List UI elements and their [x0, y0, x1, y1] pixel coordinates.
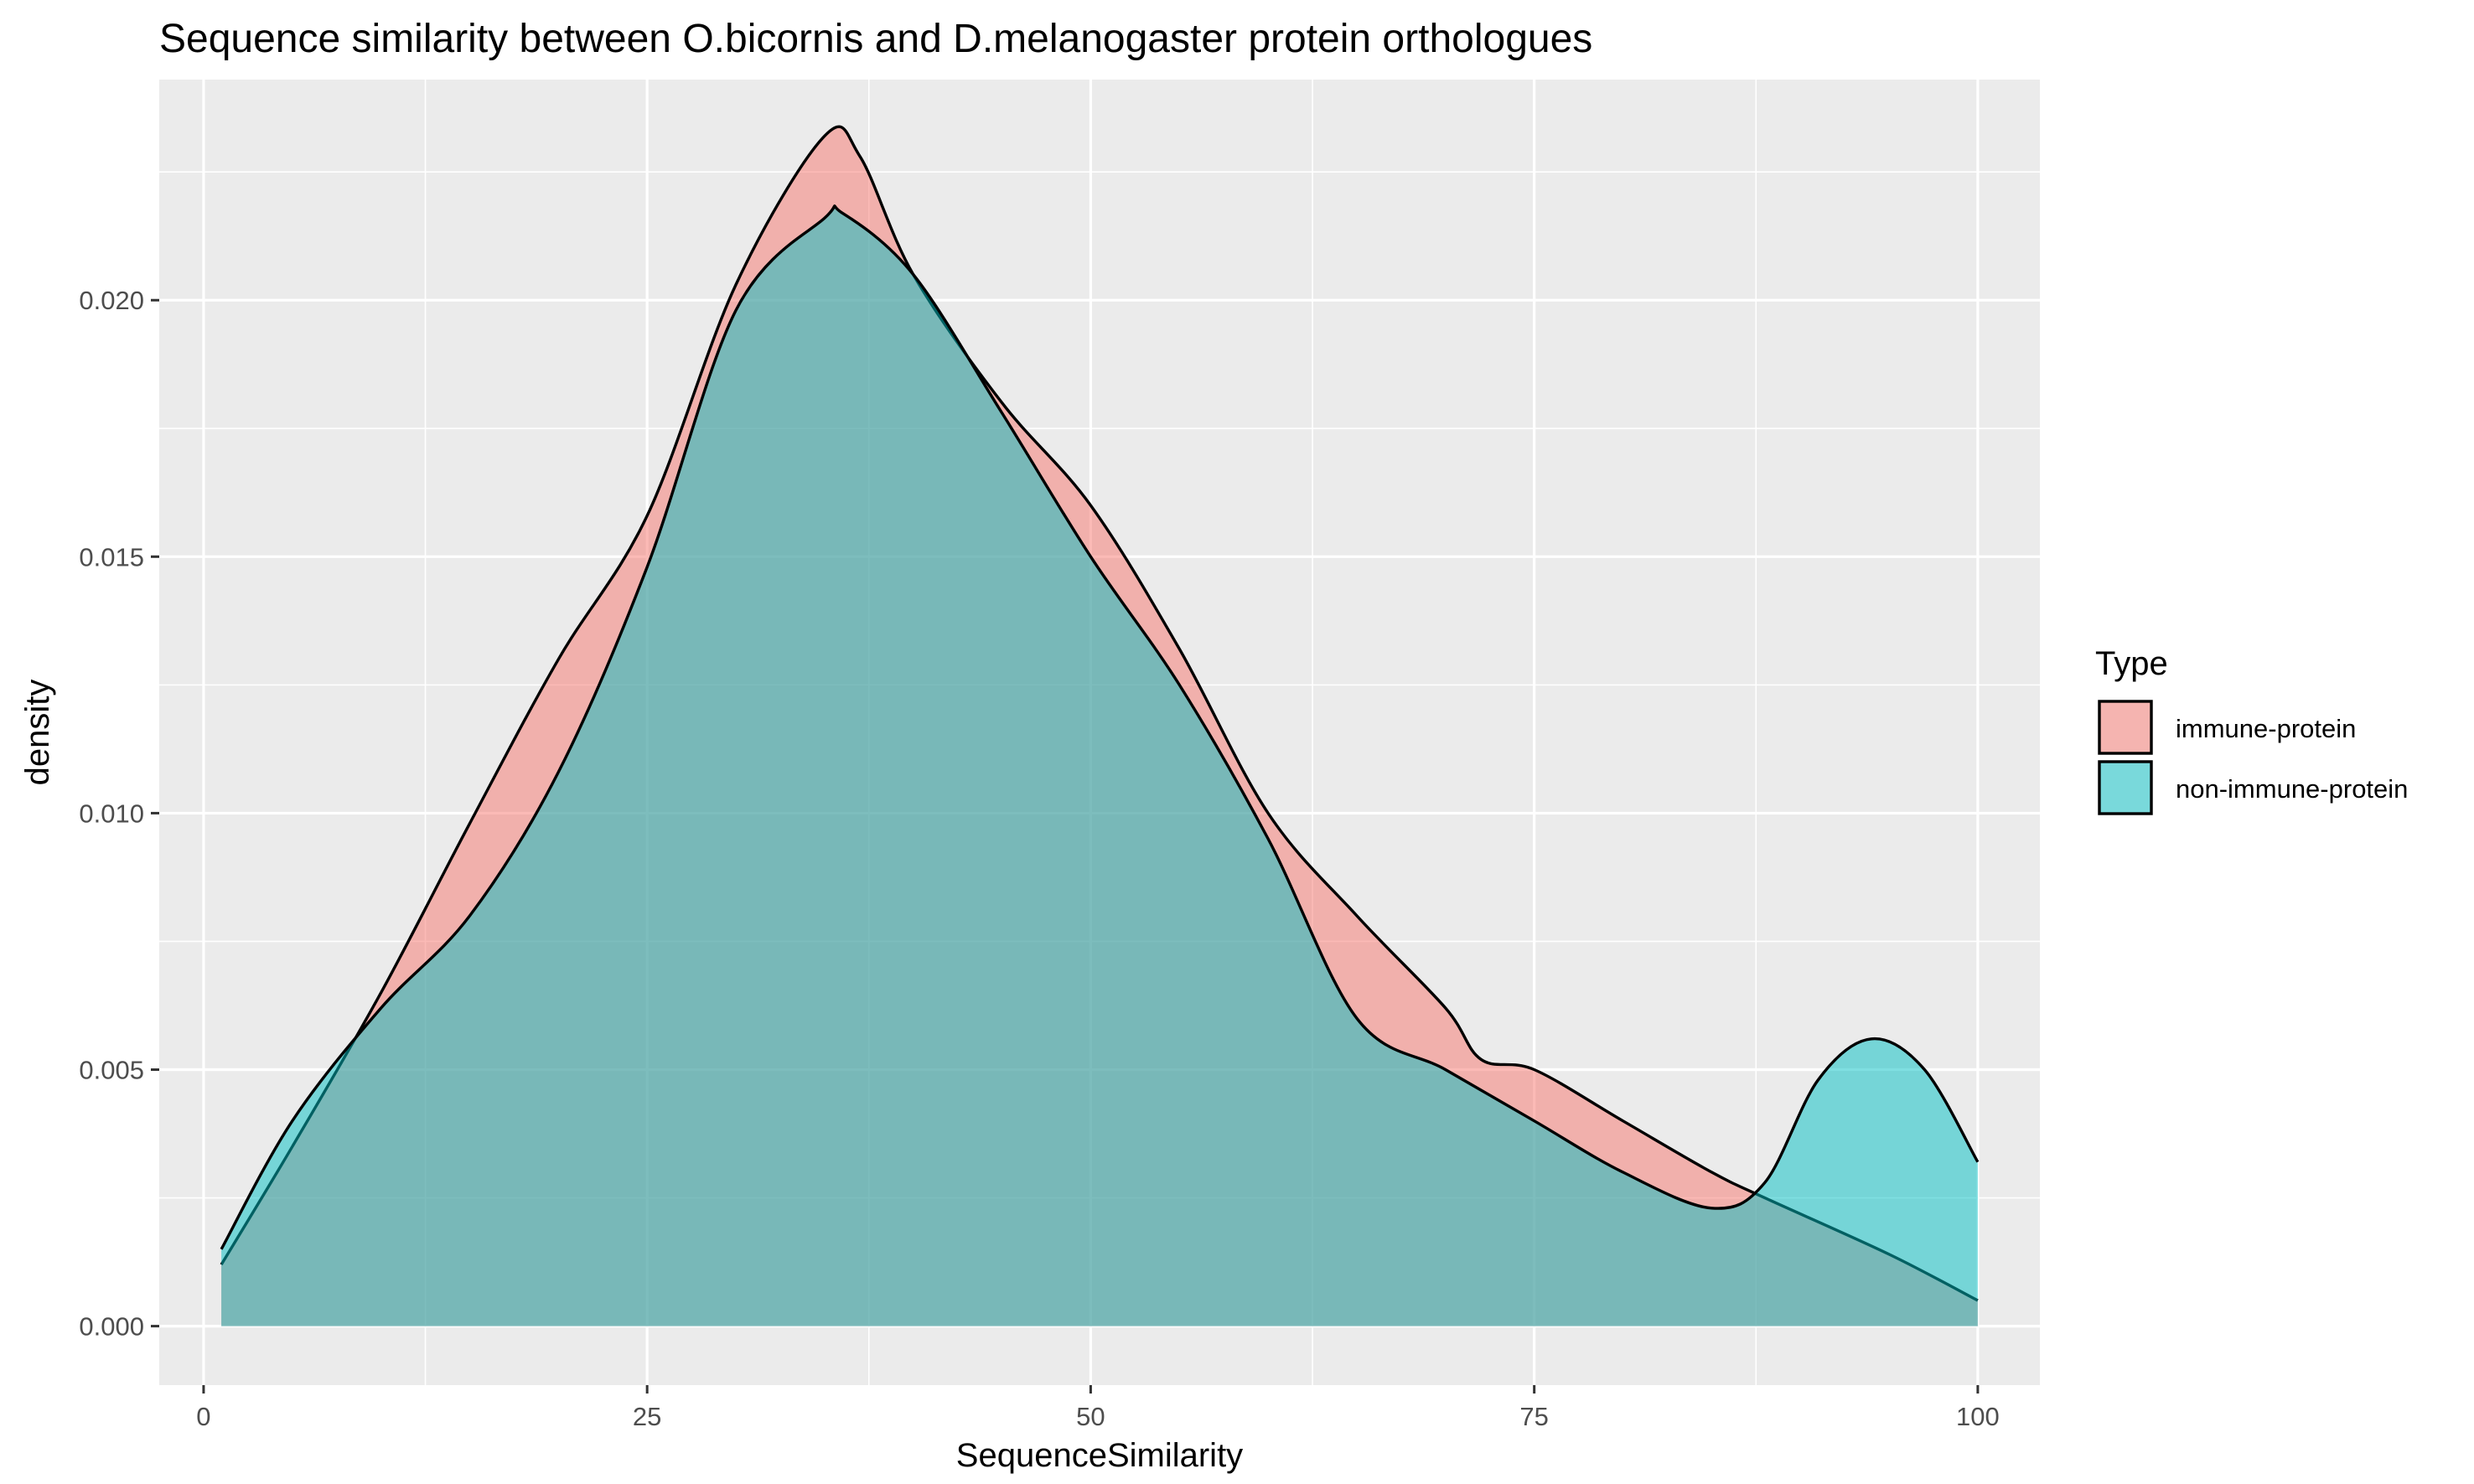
legend-label-non-immune-protein: non-immune-protein [2176, 774, 2408, 804]
density-area-non-immune-protein [221, 205, 1978, 1326]
x-tick-label: 0 [196, 1402, 210, 1431]
legend: Type immune-protein non-immune-protein [2095, 645, 2408, 815]
y-axis-title: density [19, 680, 56, 786]
legend-key-immune-protein [2098, 700, 2153, 755]
x-tick-label: 50 [1076, 1402, 1105, 1431]
x-tick-label: 25 [633, 1402, 661, 1431]
y-tick-label: 0.010 [79, 799, 144, 828]
legend-label-immune-protein: immune-protein [2176, 714, 2356, 743]
axes: 0 25 50 75 100 0.000 0.005 0.010 0.015 0.020 [79, 286, 1999, 1431]
density-line-immune-protein [220, 125, 1979, 1302]
x-tick-label: 75 [1519, 1402, 1548, 1431]
y-tick-label: 0.005 [79, 1056, 144, 1085]
legend-key-non-immune-protein [2098, 760, 2153, 815]
y-tick-label: 0.015 [79, 542, 144, 571]
x-tick-label: 100 [1956, 1402, 2000, 1431]
chart-title: Sequence similarity between O.bicornis a… [159, 17, 1592, 61]
x-axis-title: SequenceSimilarity [956, 1437, 1243, 1474]
density-line-non-immune-protein [220, 204, 1980, 1250]
y-tick-label: 0.020 [79, 286, 144, 315]
density-areas [220, 125, 1980, 1326]
legend-title: Type [2095, 645, 2168, 682]
y-tick-label: 0.000 [79, 1312, 144, 1342]
